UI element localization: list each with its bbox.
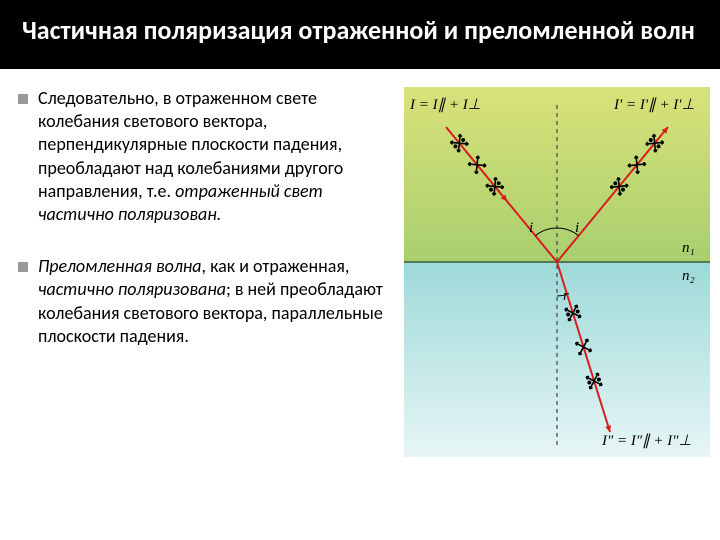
eq-incident: I = I∥ + I⊥ <box>410 95 481 114</box>
bullet-2: Преломленная волна, как и отраженная, ча… <box>18 255 396 349</box>
polarization-diagram: I = I∥ + I⊥ I′ = I′∥ + I′⊥ I″ = I″∥ + I″… <box>404 87 710 457</box>
angle-i-right: i <box>575 220 579 237</box>
b2-italic1: Преломленная волна <box>38 255 202 277</box>
b2-italic2: частично поляризована <box>38 278 226 300</box>
angle-r: r <box>563 288 569 305</box>
diagram-svg <box>404 87 710 457</box>
bullet-1: Следовательно, в отраженном свете колеба… <box>18 87 396 227</box>
n1-label: n₁ <box>682 240 695 257</box>
diagram-column: I = I∥ + I⊥ I′ = I′∥ + I′⊥ I″ = I″∥ + I″… <box>404 87 710 457</box>
content-row: Следовательно, в отраженном свете колеба… <box>0 69 720 457</box>
eq-reflected: I′ = I′∥ + I′⊥ <box>614 95 695 114</box>
bullet-marker-icon <box>18 262 28 272</box>
eq-refracted: I″ = I″∥ + I″⊥ <box>602 431 692 450</box>
title-band: Частичная поляризация отраженной и прело… <box>0 0 720 69</box>
n2-label: n₂ <box>682 268 695 285</box>
bullet-marker-icon <box>18 94 28 104</box>
text-column: Следовательно, в отраженном свете колеба… <box>18 87 396 457</box>
slide-title: Частичная поляризация отраженной и прело… <box>22 14 698 47</box>
bullet-2-text: Преломленная волна, как и отраженная, ча… <box>38 255 396 349</box>
bullet-1-text: Следовательно, в отраженном свете колеба… <box>38 87 396 227</box>
angle-i-left: i <box>529 220 533 237</box>
b2-plain1: , как и отраженная, <box>202 255 350 277</box>
